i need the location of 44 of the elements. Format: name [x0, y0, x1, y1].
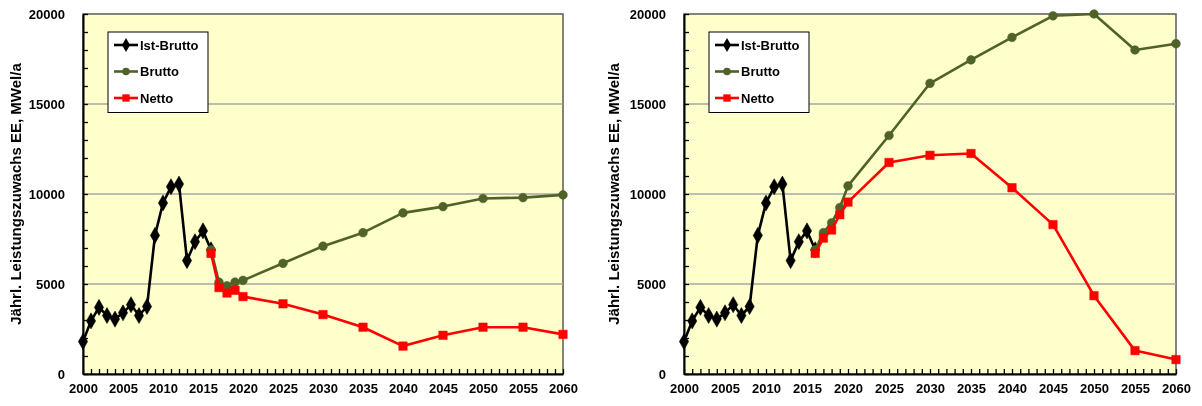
legend-label: Brutto — [741, 64, 781, 79]
x-tick-label: 2050 — [1080, 381, 1109, 397]
x-tick-label: 2000 — [670, 381, 699, 397]
x-tick-label: 2040 — [389, 381, 418, 397]
x-tick-label: 2045 — [429, 381, 458, 397]
y-tick-label: 20000 — [28, 6, 65, 22]
y-tick-label: 5000 — [637, 276, 666, 292]
y-tick-label: 15000 — [629, 96, 666, 112]
legend-label: Netto — [741, 90, 775, 106]
x-tick-label: 2000 — [69, 381, 98, 397]
x-tick-label: 2015 — [189, 381, 218, 397]
x-tick-label: 2060 — [1162, 381, 1191, 397]
y-tick-label: 10000 — [28, 186, 65, 202]
legend-label: Brutto — [140, 64, 180, 79]
x-tick-label: 2035 — [349, 381, 378, 397]
x-tick-label: 2020 — [834, 381, 863, 397]
x-tick-label: 2030 — [916, 381, 945, 397]
x-tick-label: 2005 — [711, 381, 740, 397]
y-tick-label: 0 — [658, 366, 666, 382]
x-tick-label: 2050 — [469, 381, 498, 397]
y-tick-label: 5000 — [36, 276, 65, 292]
y-axis-title: Jährl. Leistungszuwachs EE, MWel/a — [6, 62, 24, 325]
x-tick-label: 2055 — [1121, 381, 1150, 397]
legend-label: Ist-Brutto — [140, 37, 199, 53]
x-tick-label: 2045 — [1039, 381, 1068, 397]
x-tick-label: 2010 — [752, 381, 781, 397]
x-tick-label: 2015 — [793, 381, 822, 397]
x-tick-label: 2060 — [549, 381, 578, 397]
legend-label: Netto — [140, 90, 174, 106]
y-tick-label: 0 — [57, 366, 65, 382]
x-tick-label: 2030 — [309, 381, 338, 397]
x-tick-label: 2025 — [269, 381, 298, 397]
y-tick-label: 10000 — [629, 186, 666, 202]
x-tick-label: 2035 — [957, 381, 986, 397]
x-tick-label: 2020 — [229, 381, 258, 397]
y-tick-label: 15000 — [28, 96, 65, 112]
x-tick-label: 2055 — [509, 381, 538, 397]
legend-label: Ist-Brutto — [741, 37, 800, 53]
x-tick-label: 2040 — [998, 381, 1027, 397]
x-tick-label: 2005 — [109, 381, 138, 397]
y-tick-label: 20000 — [629, 6, 666, 22]
x-tick-label: 2025 — [875, 381, 904, 397]
x-tick-label: 2010 — [149, 381, 178, 397]
y-axis-title: Jährl. Leistungszuwachs EE, MWel/a — [604, 62, 622, 325]
